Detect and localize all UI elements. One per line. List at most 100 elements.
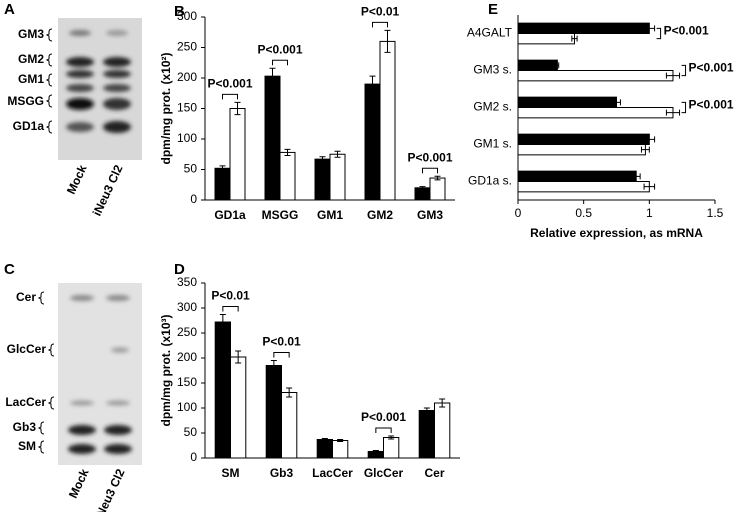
x-tick-label: GD1a: [214, 208, 246, 222]
significance-bracket: [681, 64, 687, 77]
band-label: GM2: [18, 52, 44, 66]
error-bar: [423, 407, 430, 414]
p-value: P<0.01: [262, 335, 301, 349]
y-tick-label: 0: [190, 450, 197, 464]
error-bar: [219, 165, 226, 172]
panel-label: A: [4, 1, 15, 18]
x-tick-label: LacCer: [312, 466, 353, 480]
y-tick-label: 0: [190, 192, 197, 206]
y-tick-label: 150: [177, 101, 197, 115]
error-bar: [643, 183, 656, 190]
lane-label: Mock: [64, 162, 90, 196]
bar: [265, 365, 283, 459]
error-bar: [643, 136, 656, 143]
x-axis-label: Relative expression, as mRNA: [530, 226, 703, 240]
bar: [517, 170, 637, 182]
error-bar: [235, 350, 242, 364]
y-tick-label: 300: [177, 9, 197, 23]
band-label: SM: [18, 439, 36, 453]
lane-label: iNeu3 Cl2: [92, 466, 128, 512]
bar: [517, 107, 674, 119]
p-value: P<0.001: [361, 410, 406, 424]
error-bar: [640, 146, 650, 153]
p-value: P<0.01: [211, 289, 250, 303]
bar: [230, 356, 247, 459]
gel-c: C Cer GlcCer LacCer Gb3 SM Mock iNeu3 Cl…: [4, 261, 142, 512]
band-label: GlcCer: [7, 342, 47, 356]
error-bar: [439, 398, 446, 408]
x-tick-label: GM3: [417, 208, 443, 222]
bar: [214, 321, 231, 459]
x-tick-label: 0.5: [575, 206, 592, 220]
error-bar: [270, 360, 277, 371]
y-tick-label: 350: [177, 275, 197, 289]
bar: [332, 440, 349, 459]
bar: [214, 167, 231, 201]
lane-label: Mock: [66, 466, 92, 500]
bar: [434, 402, 451, 459]
x-tick-label: SM: [222, 466, 240, 480]
y-tick-label: GD1a s.: [468, 174, 512, 188]
error-bar: [434, 175, 441, 181]
bar: [418, 410, 436, 459]
error-bar: [319, 156, 326, 163]
significance-bracket: [222, 306, 239, 312]
y-axis-label: dpm/mg prot. (x10³): [159, 314, 173, 426]
band-label: MSGG: [7, 94, 44, 108]
y-axis-label: dpm/mg prot. (x10²): [159, 52, 173, 164]
bar: [383, 437, 400, 459]
y-tick-label: 200: [177, 350, 197, 364]
y-tick-label: 50: [184, 425, 198, 439]
error-bar: [219, 314, 226, 330]
p-value: P<0.001: [689, 61, 734, 75]
y-tick-label: 250: [177, 40, 197, 54]
bar: [314, 158, 331, 201]
x-tick-label: Gb3: [270, 466, 294, 480]
x-tick-label: GM1: [317, 208, 343, 222]
x-tick-label: 1.5: [707, 206, 724, 220]
p-value: P<0.001: [664, 24, 709, 38]
bar: [517, 33, 575, 45]
bar: [517, 96, 617, 108]
significance-bracket: [272, 59, 288, 66]
y-tick-label: GM3 s.: [473, 63, 512, 77]
panel-label: E: [488, 1, 498, 18]
bar: [379, 40, 396, 201]
error-bar: [284, 148, 291, 156]
bar: [517, 133, 650, 145]
band-brace: [37, 291, 55, 454]
error-bar: [384, 29, 391, 53]
bar: [517, 70, 674, 82]
y-tick-label: 100: [177, 400, 197, 414]
x-tick-label: Cer: [424, 466, 444, 480]
bar: [264, 75, 281, 201]
error-bar: [555, 62, 560, 69]
x-tick-label: GlcCer: [364, 466, 404, 480]
bar: [364, 83, 381, 201]
lane-label: iNeu3 Cl2: [90, 162, 126, 218]
band-label: GD1a: [13, 119, 45, 133]
y-tick-label: 50: [184, 162, 198, 176]
y-tick-label: A4GALT: [467, 26, 513, 40]
p-value: P<0.001: [207, 77, 252, 91]
y-tick-label: 150: [177, 375, 197, 389]
error-bar: [665, 72, 681, 79]
significance-bracket: [222, 93, 238, 100]
x-tick-label: GM2: [367, 208, 393, 222]
error-bar: [631, 173, 641, 180]
significance-bracket: [422, 167, 438, 174]
panel-label: D: [174, 261, 185, 278]
x-tick-label: 0: [515, 206, 522, 220]
significance-bracket: [656, 27, 662, 40]
bar: [281, 392, 298, 459]
p-value: P<0.001: [407, 150, 452, 164]
y-tick-label: GM1 s.: [473, 137, 512, 151]
error-bar: [665, 109, 681, 116]
significance-bracket: [375, 427, 392, 433]
x-tick-label: 1: [646, 206, 653, 220]
band-label: Gb3: [13, 420, 37, 434]
bar: [229, 108, 246, 201]
bar: [279, 151, 296, 201]
panel-label: C: [4, 261, 15, 278]
